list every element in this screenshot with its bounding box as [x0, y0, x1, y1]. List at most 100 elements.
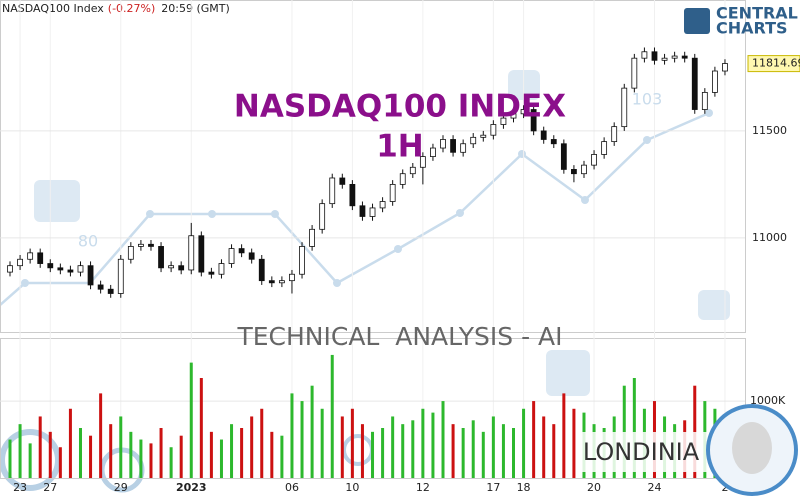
candle-body: [278, 280, 285, 284]
volume-bar: [270, 431, 274, 478]
candle-body: [248, 252, 255, 260]
volume-bar: [129, 431, 133, 478]
volume-bar: [401, 424, 405, 478]
volume-bar: [693, 385, 697, 478]
candle-body: [571, 169, 577, 175]
candle-body: [299, 246, 305, 275]
watermark-icon: [698, 290, 730, 320]
volume-bar: [330, 354, 334, 478]
candle-body: [691, 57, 698, 110]
volume-bar: [179, 435, 183, 478]
candle-body: [47, 263, 54, 269]
candle-body: [560, 143, 567, 170]
volume-bar: [522, 408, 526, 478]
volume-bar: [18, 424, 22, 478]
volume-bar: [89, 435, 93, 478]
candle-body: [450, 139, 456, 153]
volume-bar: [562, 393, 566, 478]
candle-body: [712, 70, 718, 93]
volume-bar: [501, 424, 505, 478]
x-tick-label: 18: [517, 481, 531, 494]
candle-body: [430, 147, 436, 157]
volume-bar: [199, 378, 203, 478]
candle-body: [329, 177, 336, 205]
last-price-box: [747, 55, 800, 73]
time: 20:59 (GMT): [161, 2, 230, 15]
candle-body: [148, 243, 154, 247]
brand: LONDINIA: [583, 438, 700, 466]
candle-body: [359, 205, 366, 217]
volume-bar: [552, 424, 556, 478]
candle-body: [601, 141, 608, 155]
candle-body: [198, 235, 205, 273]
x-tick-label: 2023: [176, 481, 207, 494]
volume-bar: [481, 431, 485, 478]
volume-bar: [159, 428, 163, 478]
candle-body: [419, 156, 426, 168]
watermark-dots: [21, 109, 713, 287]
volume-bar: [532, 401, 536, 478]
candle-body: [631, 57, 638, 89]
volume-bar: [28, 443, 32, 478]
candle-body: [37, 252, 44, 264]
y-tick-label: 1000K: [750, 394, 786, 407]
candle-body: [661, 57, 668, 61]
candle-body: [127, 246, 134, 260]
candle-body: [591, 154, 597, 166]
candle-body: [319, 203, 326, 230]
candle-body: [188, 235, 195, 271]
logo-text: CHARTS: [716, 19, 788, 38]
brand-box: [578, 432, 708, 472]
candle-body: [77, 265, 84, 273]
header: NASDAQ100 Index (-0.27%) 20:59 (GMT): [2, 2, 230, 15]
volume-bar: [512, 428, 515, 478]
watermark-icon: [34, 180, 80, 222]
candle-body: [470, 136, 477, 145]
candle-body: [440, 139, 446, 149]
volume-bar: [290, 393, 294, 478]
volume-bar: [461, 428, 465, 478]
watermark-icon: [546, 350, 590, 396]
candle-body: [550, 139, 557, 145]
volume-bar: [381, 428, 385, 478]
x-tick-label: 20: [587, 481, 601, 494]
volume-bar: [169, 447, 173, 478]
volume-bar: [340, 416, 344, 478]
candle-body: [530, 109, 537, 132]
annotation: 103: [632, 90, 663, 109]
candle-body: [97, 284, 104, 290]
x-tick-label: 06: [285, 481, 299, 494]
candle-body: [409, 166, 416, 175]
volume-bar: [260, 408, 264, 478]
price-panel: [0, 0, 746, 333]
volume-bar: [310, 385, 314, 478]
candle-body: [641, 51, 648, 59]
x-tick-label: 12: [416, 481, 430, 494]
candle-body: [208, 271, 215, 275]
x-tick-label: 10: [345, 481, 359, 494]
volume-bar: [230, 424, 234, 478]
candle-body: [309, 228, 316, 247]
y-tick-label: 11000: [752, 231, 787, 244]
volume-bar: [109, 424, 113, 478]
annotation: 80: [78, 232, 98, 251]
candle-body: [701, 92, 708, 110]
candle-body: [107, 288, 114, 294]
volume-bar: [441, 401, 445, 478]
volume-bar: [391, 416, 395, 478]
candle-body: [218, 263, 225, 275]
volume-bar: [250, 416, 254, 478]
candle-body: [117, 258, 124, 294]
candle-body: [671, 55, 678, 59]
volume-bar: [360, 424, 364, 478]
candle-body: [379, 201, 386, 209]
candle-body: [389, 183, 396, 202]
candle-body: [581, 164, 587, 175]
volume-bar: [421, 408, 425, 478]
candle-body: [651, 51, 658, 61]
candle-body: [67, 269, 74, 273]
volume-bar: [38, 416, 42, 478]
chart-subtitle: 1H: [376, 129, 424, 165]
volume-bar: [209, 431, 213, 478]
